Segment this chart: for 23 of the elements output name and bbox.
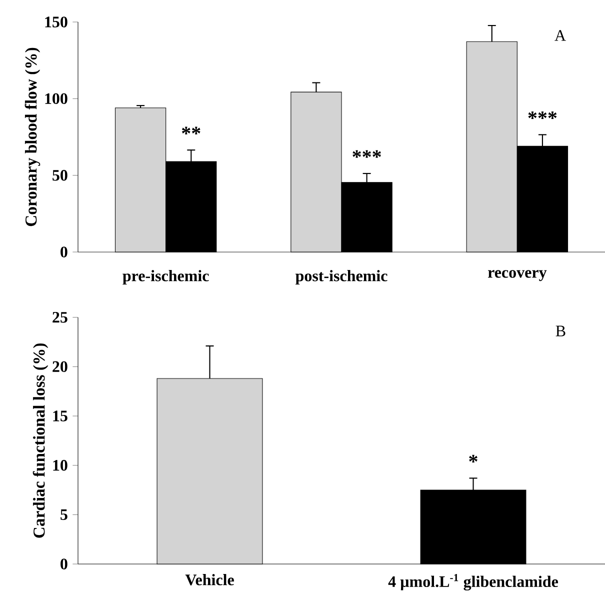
y-tick-label: 150 bbox=[45, 16, 68, 28]
x-tick-label: pre-ischemic bbox=[122, 270, 209, 285]
x-tick-label: 4 µmol.L$^{-1}$ glibenclamide bbox=[388, 574, 558, 590]
annotation: *** bbox=[352, 150, 381, 158]
y-tick-label: 25 bbox=[52, 312, 68, 323]
y-tick-label: 0 bbox=[60, 558, 68, 570]
annotation: B bbox=[556, 326, 566, 336]
x-tick-label: Vehicle bbox=[185, 574, 234, 586]
annotation: * bbox=[469, 454, 478, 462]
x-tick-label: recovery bbox=[488, 270, 547, 282]
y-axis-title: Cardiac functional loss (%) bbox=[32, 343, 48, 538]
y-axis-title: Coronary blood flow (%) bbox=[24, 48, 40, 226]
annotation: A bbox=[554, 30, 566, 41]
y-tick-label: 100 bbox=[45, 93, 68, 104]
y-tick-label: 5 bbox=[60, 509, 68, 520]
x-tick-label: post-ischemic bbox=[296, 270, 388, 285]
annotation: *** bbox=[528, 111, 557, 120]
y-tick-label: 50 bbox=[52, 170, 68, 181]
y-tick-label: 10 bbox=[53, 460, 68, 471]
y-tick-label: 0 bbox=[60, 246, 68, 258]
y-tick-label: 20 bbox=[52, 361, 68, 372]
y-tick-label: 15 bbox=[53, 410, 68, 422]
annotation: ** bbox=[182, 126, 200, 134]
